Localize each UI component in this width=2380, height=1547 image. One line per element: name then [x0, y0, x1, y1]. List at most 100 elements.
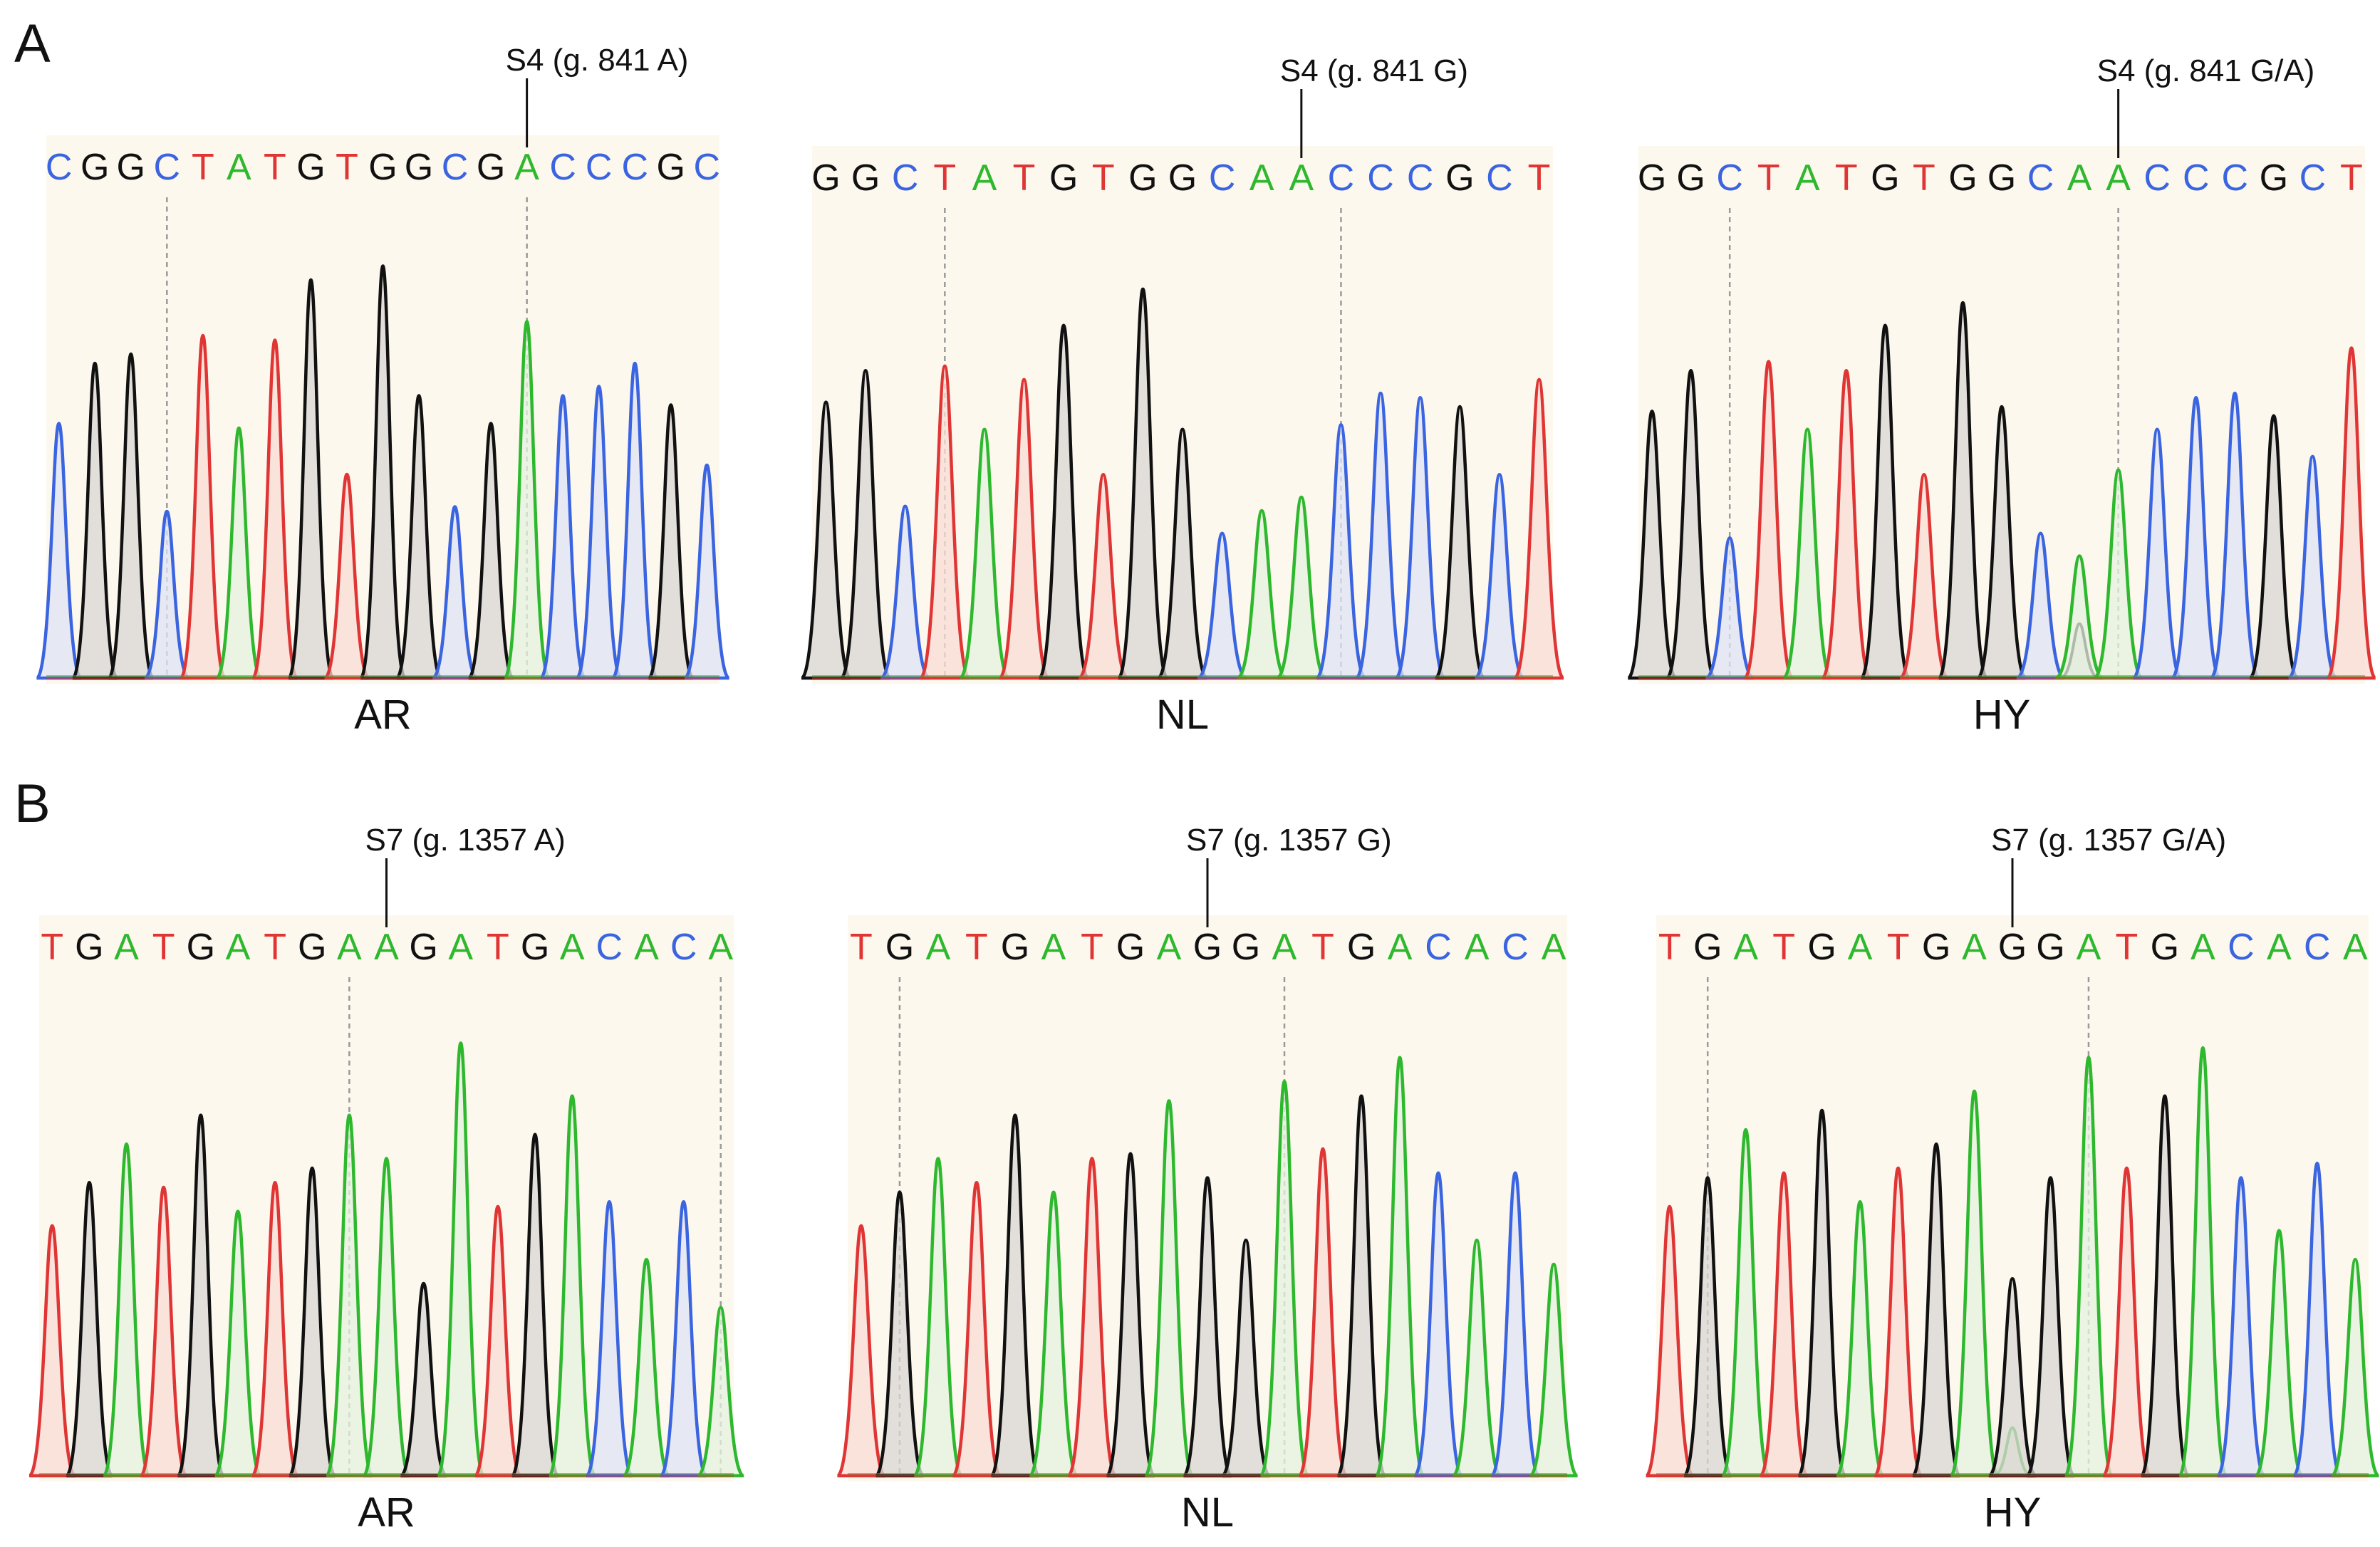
sample-label: AR: [358, 1489, 415, 1536]
base-call-letter: C: [1367, 157, 1394, 199]
base-call-letter: A: [114, 927, 139, 968]
base-call-letter: A: [1289, 157, 1314, 199]
peak-a: [1529, 1262, 1579, 1478]
base-call-letter: C: [549, 147, 576, 188]
peak-c: [539, 394, 587, 680]
peak-a: [2093, 468, 2143, 680]
peak-t: [1758, 1171, 1809, 1478]
peak-a: [1949, 1089, 2000, 1478]
base-call-letter: T: [850, 927, 873, 968]
panel-letter-b: B: [14, 774, 51, 834]
base-call-letter: C: [1425, 927, 1452, 968]
peak-c: [2015, 531, 2066, 680]
sample-label: HY: [1983, 1489, 2042, 1536]
peak-t: [323, 472, 371, 680]
peak-t: [139, 1185, 189, 1478]
peak-a: [1276, 495, 1327, 680]
peak-a: [503, 320, 551, 680]
peak-a: [1834, 1199, 1886, 1478]
base-call-letter: G: [1128, 157, 1157, 199]
peak-a: [958, 427, 1011, 680]
peak-g: [839, 368, 892, 680]
peak-a: [547, 1094, 597, 1478]
peak-g: [287, 1166, 337, 1478]
base-call-letter: G: [298, 927, 326, 968]
base-call-letter: A: [1962, 927, 1987, 968]
peak-g: [1975, 405, 2028, 680]
base-call-letter: C: [596, 927, 623, 968]
peak-g: [1859, 323, 1911, 680]
peak-g: [358, 264, 407, 680]
base-call-letter: G: [477, 147, 505, 188]
base-call-letter: C: [46, 147, 73, 188]
mutation-label: S7 (g. 1357 G/A): [1991, 823, 2227, 858]
peak-c: [584, 1199, 634, 1478]
peak-c: [659, 1199, 709, 1478]
mutation-label: S4 (g. 841 G): [1279, 53, 1468, 88]
base-call-letter: G: [851, 157, 880, 199]
peak-g: [2248, 414, 2300, 680]
base-call-letter: T: [1772, 927, 1795, 968]
base-call-letter: C: [1486, 157, 1513, 199]
base-call-letter: G: [811, 157, 840, 199]
peak-c: [1354, 391, 1407, 680]
panel-letter-a: A: [14, 14, 51, 74]
peak-g: [395, 394, 443, 680]
base-call-letter: C: [442, 147, 469, 188]
base-call-letter: G: [657, 147, 685, 188]
peak-a: [1259, 1080, 1310, 1478]
sample-label: AR: [354, 692, 412, 738]
peak-g: [1037, 323, 1090, 680]
base-call-letter: G: [885, 927, 914, 968]
peak-g: [1797, 1108, 1847, 1478]
base-call-letter: C: [2183, 157, 2210, 199]
base-call-letter: G: [1871, 157, 1899, 199]
base-call-letter: T: [1092, 157, 1115, 199]
base-call-letter: T: [1887, 927, 1910, 968]
peak-g: [1682, 1176, 1733, 1478]
peak-g: [2139, 1094, 2191, 1478]
base-call-letter: T: [1311, 927, 1334, 968]
peak-g: [176, 1113, 226, 1478]
base-call-letter: T: [965, 927, 988, 968]
base-call-letter: A: [708, 927, 733, 968]
mutation-label: S7 (g. 1357 G): [1186, 823, 1392, 858]
peak-c: [431, 505, 479, 680]
base-call-letter: C: [1328, 157, 1355, 199]
base-call-letter: A: [1733, 927, 1758, 968]
base-call-letter: C: [154, 147, 181, 188]
peak-t: [1078, 472, 1129, 680]
peak-g: [400, 1281, 448, 1478]
peak-t: [1873, 1166, 1923, 1478]
peak-c: [2215, 1176, 2267, 1478]
base-call-letter: A: [926, 927, 951, 968]
peak-g: [1987, 1276, 2037, 1478]
base-call-letter: C: [2221, 157, 2248, 199]
base-call-letter: G: [117, 147, 145, 188]
base-call-letter: A: [1249, 157, 1274, 199]
base-call-letter: G: [1638, 157, 1666, 199]
base-call-letter: T: [264, 927, 286, 968]
peak-t: [1820, 368, 1872, 680]
peak-t: [27, 1224, 77, 1478]
base-call-letter: T: [152, 927, 175, 968]
peak-a: [1236, 509, 1287, 680]
peak-a: [1374, 1056, 1425, 1478]
base-call-letter: T: [1757, 157, 1780, 199]
peak-a: [1720, 1127, 1772, 1478]
peak-a: [102, 1142, 152, 1478]
base-call-letter: A: [1465, 927, 1490, 968]
base-call-letter: T: [41, 927, 63, 968]
base-call-letter: G: [1445, 157, 1474, 199]
base-call-letter: A: [2191, 927, 2215, 968]
base-call-letter: C: [1407, 157, 1434, 199]
peak-g: [1220, 1238, 1272, 1478]
peak-g: [1116, 287, 1170, 680]
peak-g: [71, 361, 119, 680]
